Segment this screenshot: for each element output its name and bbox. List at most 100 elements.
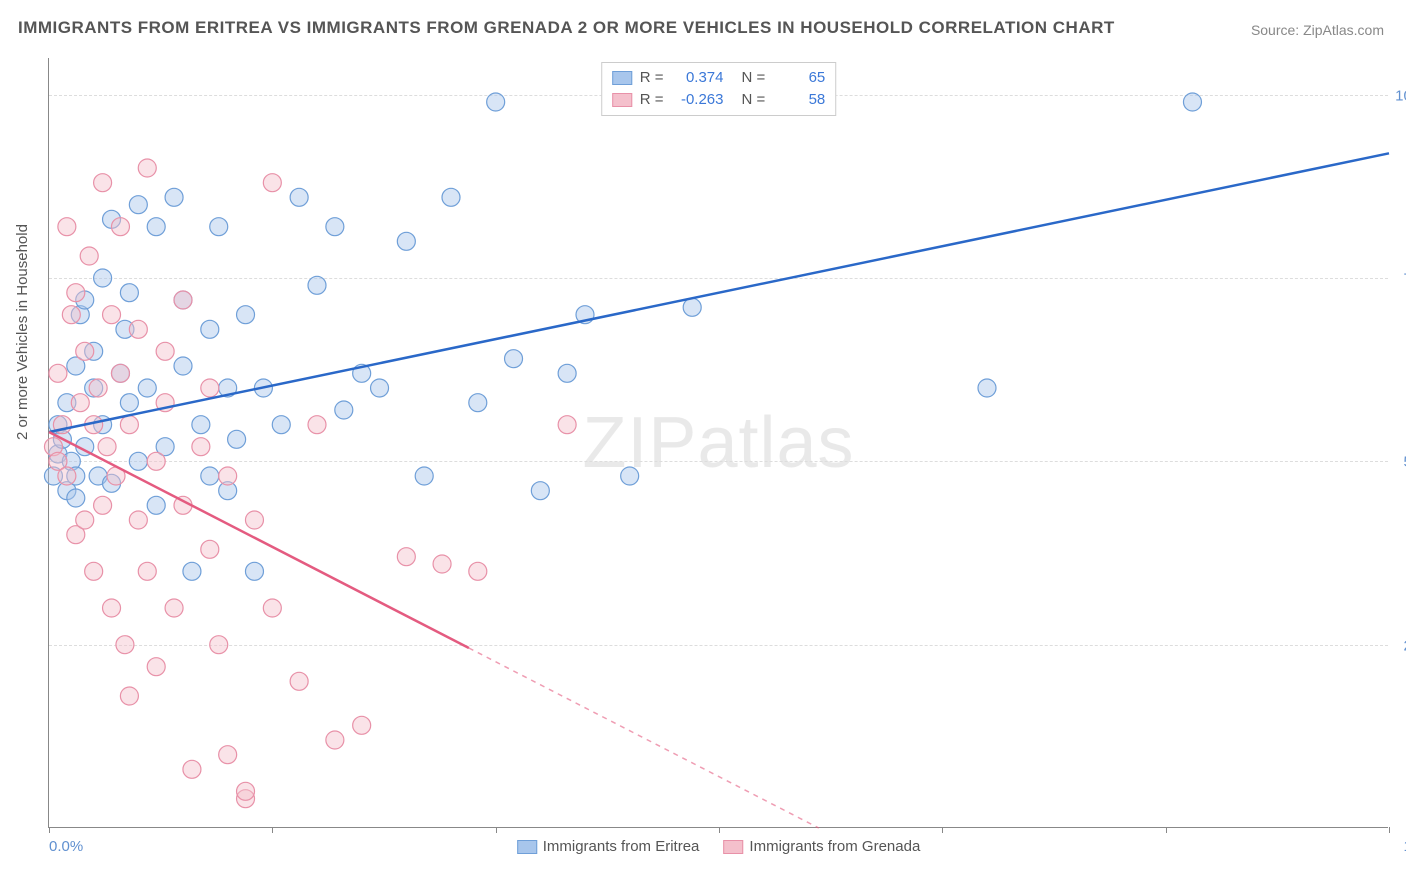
scatter-point xyxy=(371,379,389,397)
scatter-point xyxy=(116,636,134,654)
scatter-point xyxy=(326,731,344,749)
scatter-point xyxy=(165,188,183,206)
scatter-point xyxy=(62,306,80,324)
scatter-point xyxy=(683,298,701,316)
scatter-point xyxy=(308,416,326,434)
legend-top-row: R =-0.263N =58 xyxy=(612,89,826,111)
x-tick xyxy=(1389,827,1390,833)
scatter-point xyxy=(94,496,112,514)
scatter-point xyxy=(201,540,219,558)
scatter-point xyxy=(442,188,460,206)
scatter-point xyxy=(433,555,451,573)
scatter-point xyxy=(67,489,85,507)
scatter-point xyxy=(103,599,121,617)
legend-r-label: R = xyxy=(640,89,664,111)
scatter-point xyxy=(67,284,85,302)
scatter-point xyxy=(76,511,94,529)
legend-swatch xyxy=(517,840,537,854)
scatter-point xyxy=(397,232,415,250)
scatter-point xyxy=(103,306,121,324)
scatter-point xyxy=(129,511,147,529)
scatter-point xyxy=(183,562,201,580)
legend-n-value: 65 xyxy=(773,67,825,89)
x-tick xyxy=(942,827,943,833)
scatter-point xyxy=(272,416,290,434)
scatter-point xyxy=(120,687,138,705)
scatter-point xyxy=(192,416,210,434)
legend-r-value: -0.263 xyxy=(672,89,724,111)
scatter-point xyxy=(326,218,344,236)
scatter-point xyxy=(111,218,129,236)
y-axis-label: 2 or more Vehicles in Household xyxy=(14,224,31,440)
scatter-point xyxy=(71,394,89,412)
scatter-point xyxy=(138,379,156,397)
scatter-point xyxy=(210,218,228,236)
scatter-point xyxy=(98,438,116,456)
scatter-point xyxy=(111,364,129,382)
legend-swatch xyxy=(723,840,743,854)
scatter-point xyxy=(237,306,255,324)
scatter-point xyxy=(1183,93,1201,111)
scatter-point xyxy=(469,562,487,580)
scatter-point xyxy=(94,269,112,287)
plot-area: ZIPatlas 25.0%50.0%75.0%100.0% R =0.374N… xyxy=(48,58,1388,828)
chart-title: IMMIGRANTS FROM ERITREA VS IMMIGRANTS FR… xyxy=(18,18,1115,38)
scatter-point xyxy=(147,496,165,514)
legend-swatch xyxy=(612,93,632,107)
y-tick-label: 50.0% xyxy=(1394,454,1406,471)
scatter-point xyxy=(263,599,281,617)
scatter-point xyxy=(129,452,147,470)
scatter-point xyxy=(201,320,219,338)
scatter-point xyxy=(80,247,98,265)
legend-swatch xyxy=(612,71,632,85)
scatter-point xyxy=(183,760,201,778)
scatter-point xyxy=(978,379,996,397)
scatter-point xyxy=(147,218,165,236)
scatter-point xyxy=(76,342,94,360)
scatter-point xyxy=(138,159,156,177)
scatter-point xyxy=(263,174,281,192)
scatter-point xyxy=(415,467,433,485)
scatter-point xyxy=(129,320,147,338)
scatter-point xyxy=(210,636,228,654)
y-tick-label: 100.0% xyxy=(1394,87,1406,104)
scatter-point xyxy=(58,218,76,236)
scatter-point xyxy=(85,562,103,580)
legend-series-name: Immigrants from Grenada xyxy=(749,838,920,855)
legend-top: R =0.374N =65R =-0.263N =58 xyxy=(601,62,837,116)
scatter-point xyxy=(487,93,505,111)
scatter-point xyxy=(174,291,192,309)
scatter-point xyxy=(147,452,165,470)
source-label: Source: ZipAtlas.com xyxy=(1251,22,1384,38)
scatter-point xyxy=(237,782,255,800)
scatter-point xyxy=(228,430,246,448)
scatter-point xyxy=(49,364,67,382)
y-tick-label: 75.0% xyxy=(1394,271,1406,288)
x-tick xyxy=(1166,827,1167,833)
scatter-point xyxy=(558,416,576,434)
legend-r-value: 0.374 xyxy=(672,67,724,89)
scatter-point xyxy=(397,548,415,566)
scatter-point xyxy=(129,196,147,214)
scatter-point xyxy=(165,599,183,617)
legend-bottom-item: Immigrants from Grenada xyxy=(723,838,920,855)
legend-top-row: R =0.374N =65 xyxy=(612,67,826,89)
scatter-point xyxy=(58,467,76,485)
legend-n-label: N = xyxy=(742,67,766,89)
scatter-point xyxy=(201,467,219,485)
regression-line xyxy=(49,153,1389,432)
scatter-point xyxy=(120,416,138,434)
scatter-point xyxy=(558,364,576,382)
x-tick xyxy=(49,827,50,833)
scatter-point xyxy=(120,284,138,302)
x-tick xyxy=(719,827,720,833)
scatter-point xyxy=(245,511,263,529)
y-tick-label: 25.0% xyxy=(1394,637,1406,654)
scatter-point xyxy=(138,562,156,580)
scatter-point xyxy=(120,394,138,412)
legend-series-name: Immigrants from Eritrea xyxy=(543,838,700,855)
x-tick xyxy=(496,827,497,833)
scatter-point xyxy=(505,350,523,368)
legend-bottom: Immigrants from Eritrea Immigrants from G… xyxy=(517,838,921,855)
scatter-point xyxy=(89,379,107,397)
